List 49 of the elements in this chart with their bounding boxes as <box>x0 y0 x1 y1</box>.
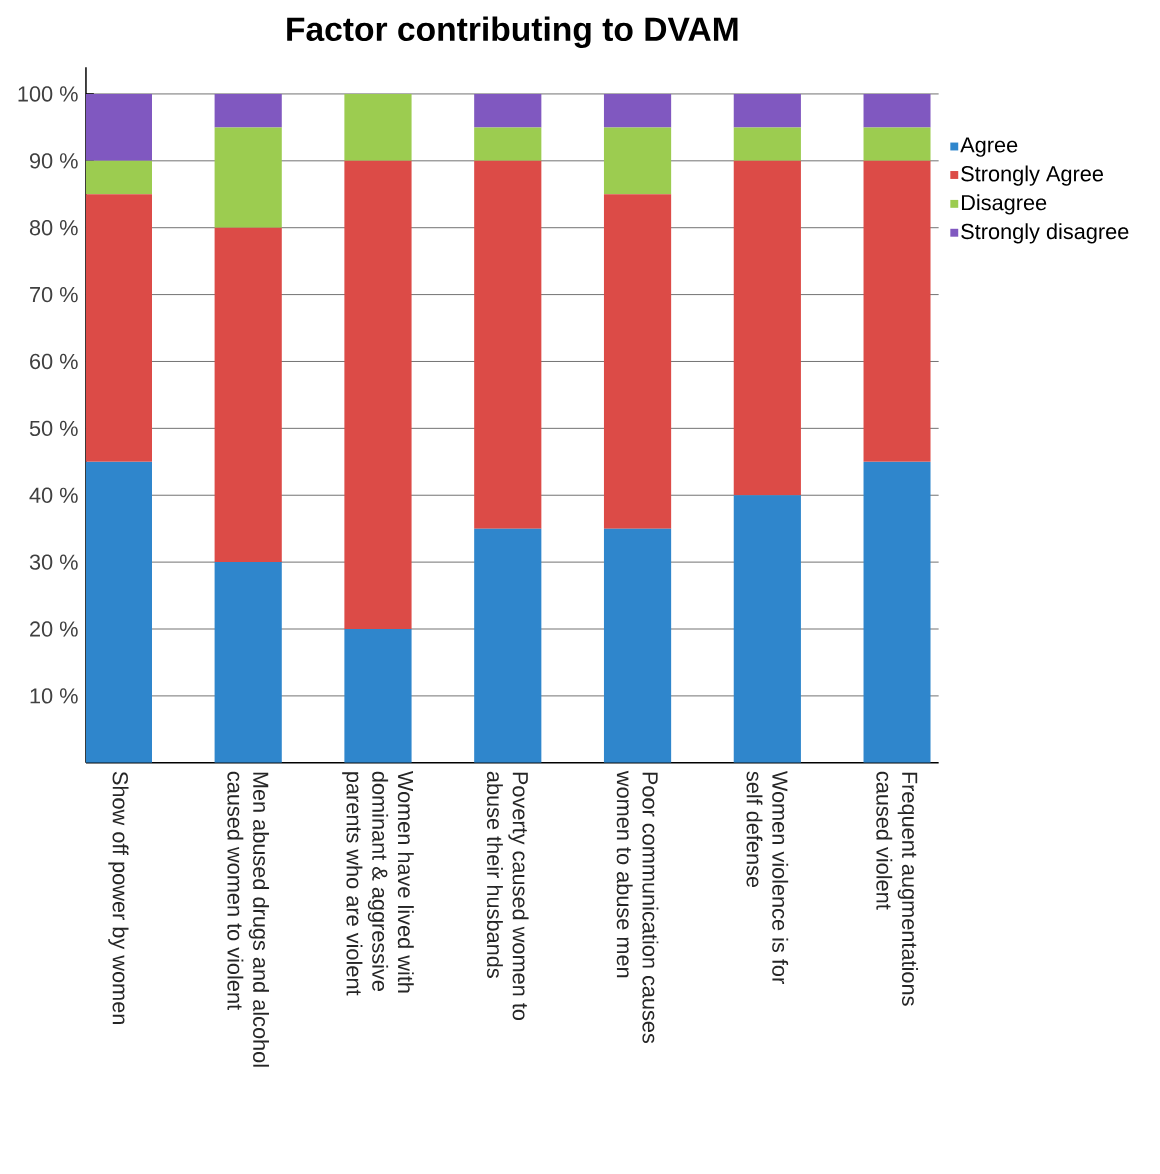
legend-label: Disagree <box>962 194 1047 215</box>
y-tick-label: 100 % <box>18 86 78 102</box>
bar <box>733 127 801 161</box>
y-tick-label: 70 % <box>30 286 78 303</box>
bar <box>214 227 282 563</box>
y-tick-label: 40 % <box>29 487 78 503</box>
bar <box>863 461 931 763</box>
bar <box>214 127 282 228</box>
bar <box>344 629 412 763</box>
bar <box>214 562 282 763</box>
bar <box>85 194 153 462</box>
bar <box>733 495 801 763</box>
x-tick-label: Women violence is for self defense <box>746 770 789 984</box>
y-tick-label: 90 % <box>30 153 78 169</box>
bar <box>733 160 801 496</box>
x-tick-label: Show off power by women <box>108 771 129 1024</box>
y-tick-label: 10 % <box>30 688 78 704</box>
bar <box>474 127 542 161</box>
legend-label: Agree <box>960 137 1018 157</box>
x-tick-label: Women have lived with dominant & aggressive parents who are violent <box>342 770 414 996</box>
bar <box>85 461 153 763</box>
x-tick-label: Poverty caused women to abuse their husbands <box>486 771 529 1021</box>
bar <box>85 93 153 161</box>
bar <box>214 93 282 128</box>
bar <box>344 160 412 630</box>
bar <box>863 93 931 128</box>
bar <box>603 127 672 195</box>
y-tick-label: 50 % <box>29 420 78 437</box>
x-tick-label: Poor communication causes women to abuse men <box>616 770 659 1044</box>
bar <box>474 160 542 529</box>
legend-label: Strongly Agree <box>961 165 1104 186</box>
bar <box>863 127 931 161</box>
y-tick-label: 80 % <box>29 220 78 236</box>
bar <box>474 93 542 128</box>
bar <box>85 160 153 195</box>
x-tick-label: Men abused drugs and alcohol caused women to violent <box>227 771 270 1067</box>
bar <box>603 93 672 128</box>
bar <box>474 528 542 763</box>
bar <box>863 160 931 462</box>
chart-title: Factor contributing to DVAM <box>287 16 738 48</box>
bar <box>603 194 672 529</box>
y-tick-label: 20 % <box>30 621 78 637</box>
bar <box>733 93 801 128</box>
y-tick-label: 30 % <box>29 554 78 570</box>
bar <box>344 93 412 161</box>
x-tick-label: Frequent augmentations caused violent <box>876 771 918 1006</box>
legend-label: Strongly disagree <box>961 223 1129 244</box>
y-tick-label: 60 % <box>30 353 78 370</box>
bar <box>603 528 672 763</box>
